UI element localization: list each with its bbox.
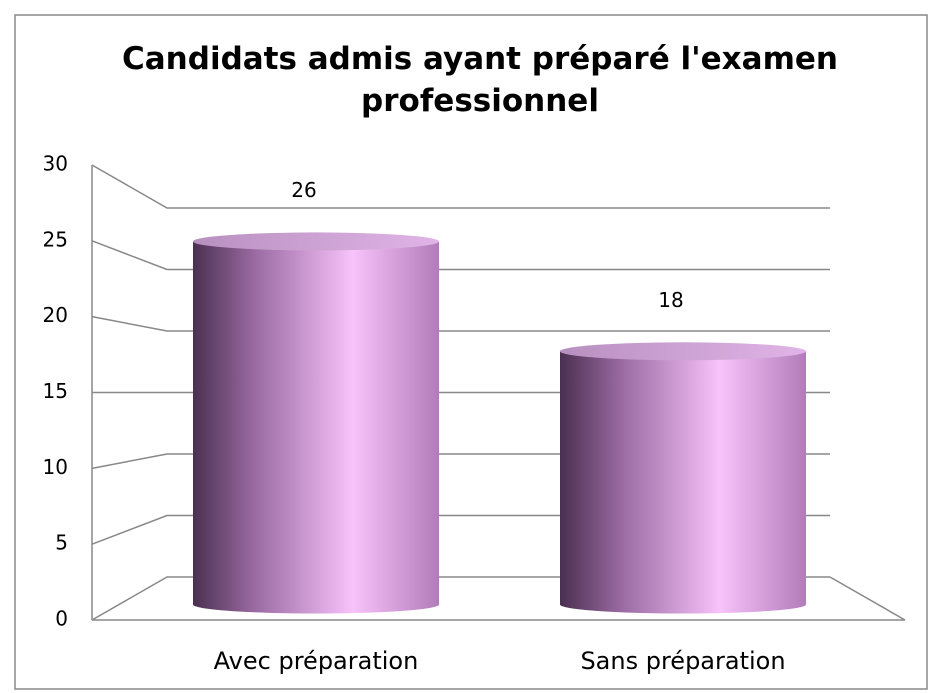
y-tick-label: 25 [43, 227, 68, 251]
y-tick-label: 20 [43, 303, 68, 327]
floor-side [829, 576, 906, 621]
y-tick-label: 15 [43, 379, 68, 403]
data-label: 26 [291, 178, 316, 202]
bar-top [193, 232, 439, 251]
title-box: Candidats admis ayant préparé l'examen p… [122, 41, 838, 119]
grid-line [91, 164, 830, 209]
bar-top [560, 342, 806, 361]
bar [193, 241, 439, 614]
grid-line [91, 315, 830, 332]
x-tick-label: Avec préparation [214, 647, 419, 675]
grid-line [91, 240, 830, 271]
bar [560, 351, 806, 614]
y-tick-label: 10 [43, 455, 68, 479]
y-tick-label: 0 [55, 607, 68, 631]
x-tick-label: Sans préparation [580, 647, 785, 675]
chart-title: Candidats admis ayant préparé l'examen p… [122, 41, 838, 119]
y-tick-label: 30 [43, 152, 68, 176]
y-tick-label: 5 [55, 531, 68, 555]
data-label: 18 [658, 288, 683, 312]
